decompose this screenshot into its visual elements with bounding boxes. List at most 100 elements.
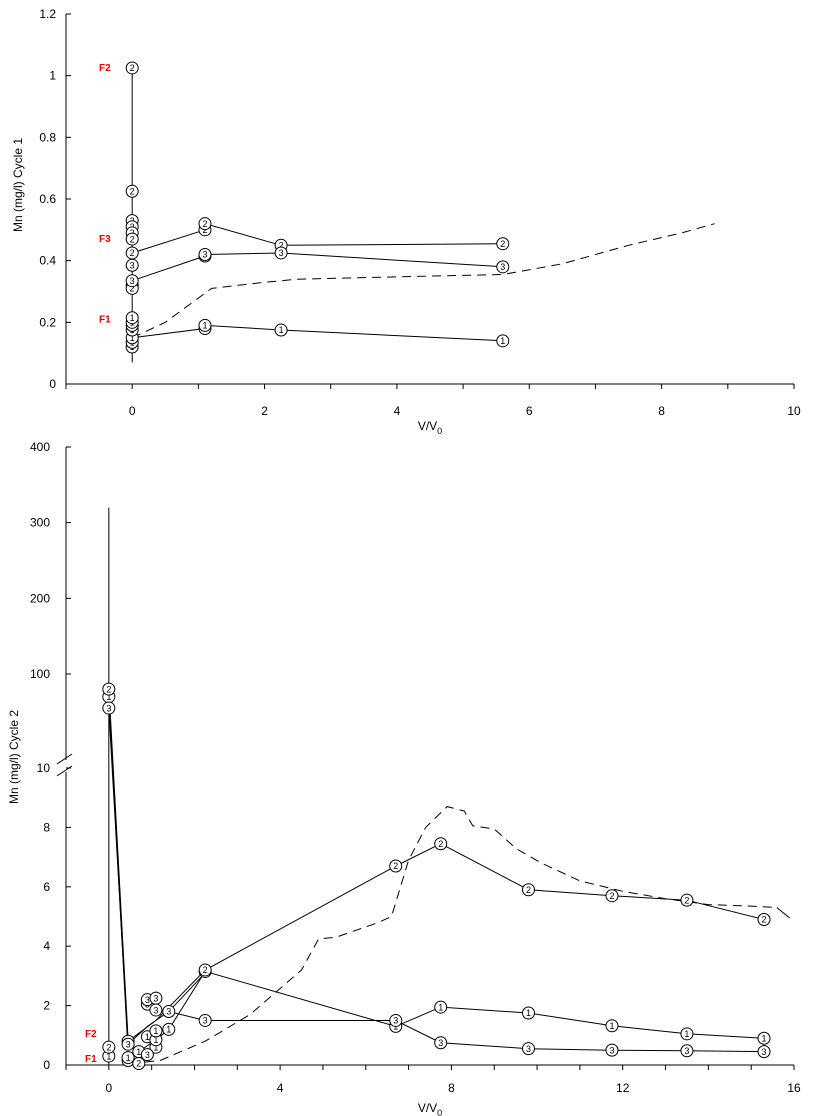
chart2-ytick-upper-label-2: 300 <box>30 516 50 530</box>
chart2-series-3-marker-circle-12 <box>605 1043 619 1057</box>
chart1-series-3-marker-circle-0 <box>125 258 139 272</box>
chart2-series-1-marker-label-8: 1 <box>153 1026 158 1036</box>
chart2-series-3-marker-circle-14 <box>757 1045 771 1059</box>
chart2-series-3-marker-label-4: 3 <box>145 995 150 1005</box>
chart2-ylabel: Mn (mg/l) Cycle 2 <box>7 710 21 804</box>
chart1-series-2-marker-label-8: 2 <box>130 284 135 294</box>
chart1-xtick-label-5: 10 <box>787 404 801 418</box>
chart1-ytick-label-4: 0.8 <box>39 130 56 144</box>
chart2-series-3-marker-5: 3 <box>149 991 163 1005</box>
chart2-series-line-extra <box>168 972 206 1012</box>
chart1-series-3-marker-label-0: 3 <box>130 260 135 270</box>
chart2-series-3-marker-label-14: 3 <box>762 1047 767 1057</box>
chart2-series-2-marker-5: 2 <box>389 859 403 873</box>
chart2-ytick-upper-label-1: 200 <box>30 591 50 605</box>
chart1-xtick-label-2: 4 <box>394 404 401 418</box>
chart2-xlabel: V/V0 <box>418 1101 442 1116</box>
chart2-series-1-marker-15: 1 <box>680 1027 694 1041</box>
chart1-series-3-marker-circle-5 <box>496 260 510 274</box>
chart2-series-line-2 <box>127 843 765 1042</box>
chart2-series-3-marker-label-6: 3 <box>153 1005 158 1015</box>
chart1-series-3-marker-5: 3 <box>496 260 510 274</box>
chart1-series-2-marker-label-5: 2 <box>130 234 135 244</box>
chart2-series-2-marker-10: 2 <box>757 912 771 926</box>
chart2-series-1-marker-label-12: 1 <box>438 1002 443 1012</box>
chart2-ytick-lower-label-1: 2 <box>43 999 50 1013</box>
chart1-ytick-label-1: 0.2 <box>39 315 56 329</box>
chart2-series-1-marker-9: 1 <box>162 1022 176 1036</box>
chart1-series-3-marker-label-3: 3 <box>202 250 207 260</box>
chart1-series-line-3 <box>132 252 503 282</box>
chart2-series-2-marker-6: 2 <box>434 837 448 851</box>
chart1-series-2-marker-label-1: 2 <box>130 186 135 196</box>
chart2-series-3-marker-11: 3 <box>521 1042 535 1056</box>
chart2-series-3-marker-label-5: 3 <box>153 993 158 1003</box>
chart2-fraction-label-0: F2 <box>85 1029 97 1040</box>
chart2-series-2-marker-8: 2 <box>605 889 619 903</box>
chart1-series-2-marker-10: 2 <box>198 217 212 231</box>
chart1-series-3-marker-0: 3 <box>125 258 139 272</box>
chart2-series-1-marker-circle-14 <box>605 1019 619 1033</box>
chart2-series-3-marker-label-0: 3 <box>106 703 111 713</box>
chart1-series-1-marker-label-2: 1 <box>130 333 135 343</box>
chart2-dashed-hook <box>776 907 791 919</box>
chart1-series-1-marker-label-8: 1 <box>202 321 207 331</box>
chart1-series-line-2 <box>132 223 503 254</box>
chart2-series-1-marker-8: 1 <box>149 1024 163 1038</box>
chart2-series-3-marker-7: 3 <box>162 1005 176 1019</box>
chart2-series-3-marker-label-8: 3 <box>203 1016 208 1026</box>
chart-cycle-1: Mn (mg/l) Cycle 1 V/V0 0 0.2 0.4 0.6 0.8 1 1.2… <box>11 7 801 436</box>
chart1-series-1-marker-10: 1 <box>496 334 510 348</box>
chart2-ytick-lower-label-0: 0 <box>43 1058 50 1072</box>
chart2-series-2-marker-label-10: 2 <box>762 915 767 925</box>
chart2-series-2-marker-circle-8 <box>605 889 619 903</box>
chart2-series-1-marker-label-16: 1 <box>762 1033 767 1043</box>
chart1-ytick-label-3: 0.6 <box>39 192 56 206</box>
chart2-series-2-marker-circle-1 <box>102 1040 116 1054</box>
chart2-series-3-marker-label-1: 3 <box>126 1039 131 1049</box>
chart2-series-2-marker-0: 2 <box>102 682 116 696</box>
chart1-series-2-marker-label-12: 2 <box>500 239 505 249</box>
chart-cycle-2: Mn (mg/l) Cycle 2 V/V0 10020030040002468… <box>7 440 801 1116</box>
chart1-series-1-marker-circle-10 <box>496 334 510 348</box>
chart2-series-3-marker-13: 3 <box>680 1044 694 1058</box>
chart1-series-2-marker-label-10: 2 <box>202 219 207 229</box>
chart1-series-1-marker-8: 1 <box>198 318 212 332</box>
chart2-series-3-marker-circle-11 <box>521 1042 535 1056</box>
chart1-ytick-label-2: 0.4 <box>39 254 56 268</box>
chart1-series-3-marker-label-5: 3 <box>500 262 505 272</box>
chart1-series-2-marker-label-6: 2 <box>130 248 135 258</box>
chart2-series-3-marker-label-9: 3 <box>393 1016 398 1026</box>
chart2-series-1-marker-label-15: 1 <box>684 1029 689 1039</box>
chart2-series-1-marker-circle-16 <box>757 1031 771 1045</box>
chart2-series-2-marker-4: 2 <box>198 963 212 977</box>
chart1-series-3-marker-circle-4 <box>274 246 288 260</box>
chart1-series-2-marker-5: 2 <box>125 232 139 246</box>
chart2-dashed-curve <box>130 806 777 1064</box>
chart2-series-2-marker-label-9: 2 <box>684 895 689 905</box>
chart1-xtick-label-1: 2 <box>261 404 268 418</box>
chart2-ytick-upper-label-3: 400 <box>30 440 50 454</box>
chart2-series-2-marker-3: 2 <box>132 1057 146 1071</box>
chart1-series-3-marker-1: 3 <box>125 274 139 288</box>
chart1-series-2-marker-label-0: 2 <box>130 63 135 73</box>
chart2-series-1-marker-label-13: 1 <box>526 1008 531 1018</box>
chart2-series-2-marker-circle-7 <box>521 883 535 897</box>
chart2-series-2-marker-label-6: 2 <box>438 839 443 849</box>
chart2-ytick-lower-label-3: 6 <box>43 880 50 894</box>
chart2-series-3-marker-8: 3 <box>198 1013 212 1027</box>
chart2-series-3-marker-14: 3 <box>757 1045 771 1059</box>
chart2-series-1-marker-circle-9 <box>162 1022 176 1036</box>
chart2-series-1-marker-12: 1 <box>434 1000 448 1014</box>
chart2-series-2-marker-7: 2 <box>521 883 535 897</box>
chart2-series-2-marker-circle-6 <box>434 837 448 851</box>
chart2-series-1-marker-circle-13 <box>521 1006 535 1020</box>
chart2-ytick-lower-label-5: 10 <box>37 761 51 775</box>
chart2-series-2-marker-1: 2 <box>102 1040 116 1054</box>
chart2-series-1-marker-label-5: 1 <box>145 1032 150 1042</box>
chart2-series-1-marker-circle-8 <box>149 1024 163 1038</box>
chart1-xlabel: V/V0 <box>418 419 442 436</box>
chart2-series-3-marker-circle-8 <box>198 1013 212 1027</box>
chart2-fraction-label-1: F1 <box>85 1054 97 1065</box>
chart1-series-2-marker-circle-5 <box>125 232 139 246</box>
